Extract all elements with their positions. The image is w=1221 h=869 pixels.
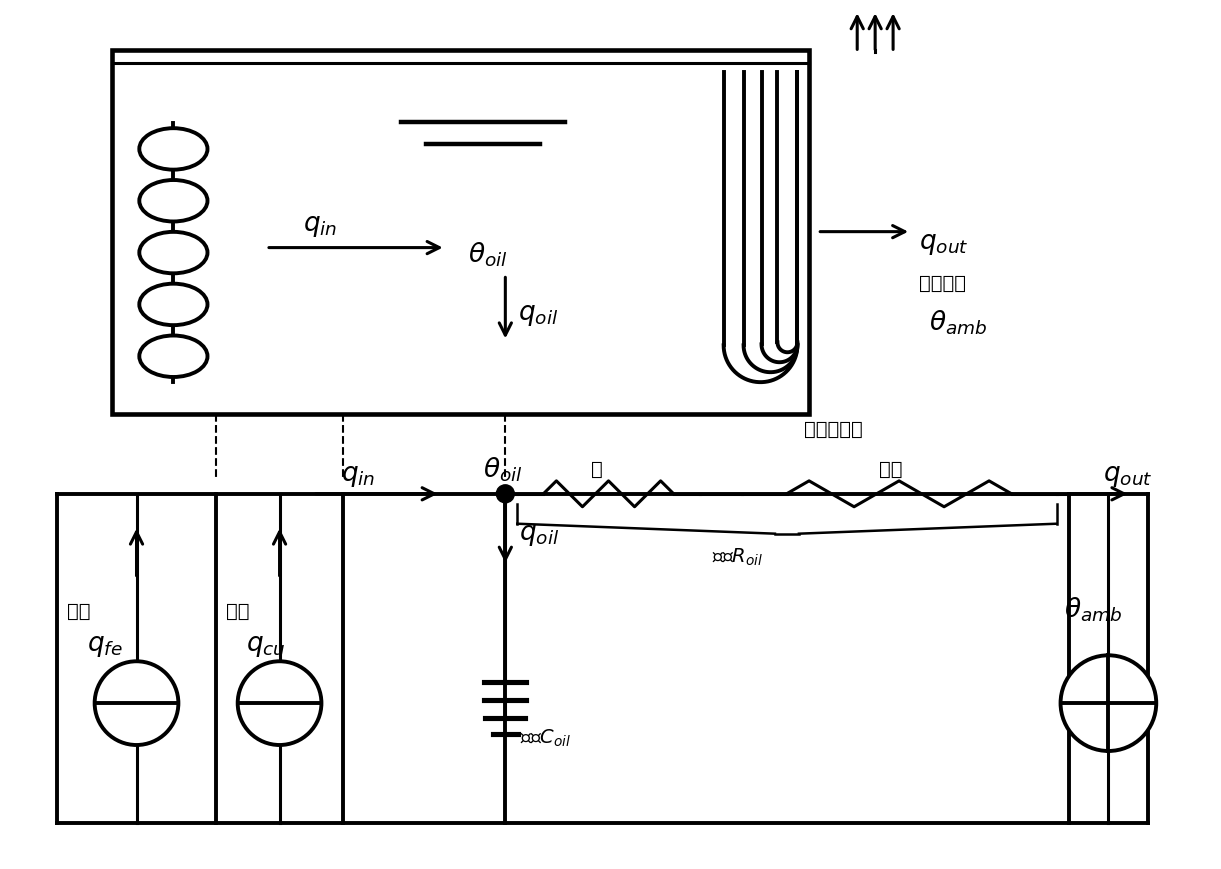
- Circle shape: [1061, 655, 1156, 751]
- Text: 热阻$R_{oil}$: 热阻$R_{oil}$: [712, 546, 763, 567]
- Text: $q_{fe}$: $q_{fe}$: [87, 634, 122, 659]
- Ellipse shape: [139, 284, 208, 326]
- Ellipse shape: [139, 129, 208, 170]
- Ellipse shape: [139, 181, 208, 222]
- Text: 铜损: 铜损: [226, 601, 250, 620]
- Text: $\theta_{oil}$: $\theta_{oil}$: [484, 455, 523, 484]
- Text: 界面: 界面: [879, 460, 902, 478]
- Text: $q_{in}$: $q_{in}$: [341, 463, 375, 488]
- Text: $q_{oil}$: $q_{oil}$: [518, 303, 558, 328]
- Circle shape: [238, 661, 321, 745]
- Text: $\theta_{amb}$: $\theta_{amb}$: [1063, 594, 1122, 623]
- Text: $q_{out}$: $q_{out}$: [919, 231, 968, 256]
- Text: $\theta_{oil}$: $\theta_{oil}$: [469, 240, 508, 269]
- Circle shape: [95, 661, 178, 745]
- Text: $q_{oil}$: $q_{oil}$: [519, 522, 559, 547]
- Ellipse shape: [139, 336, 208, 377]
- Text: $\theta_{amb}$: $\theta_{amb}$: [929, 308, 988, 336]
- Text: $q_{in}$: $q_{in}$: [303, 214, 337, 238]
- Text: 铁损: 铁损: [67, 601, 90, 620]
- Bar: [111, 51, 810, 415]
- Text: 环境温度: 环境温度: [919, 273, 966, 292]
- Text: 油: 油: [591, 460, 602, 478]
- Text: $q_{cu}$: $q_{cu}$: [247, 634, 286, 659]
- Text: 流动空气层: 流动空气层: [805, 420, 863, 439]
- Text: $q_{out}$: $q_{out}$: [1104, 463, 1153, 488]
- Text: 热容$C_{oil}$: 热容$C_{oil}$: [520, 727, 571, 748]
- Ellipse shape: [139, 233, 208, 274]
- Circle shape: [497, 485, 514, 503]
